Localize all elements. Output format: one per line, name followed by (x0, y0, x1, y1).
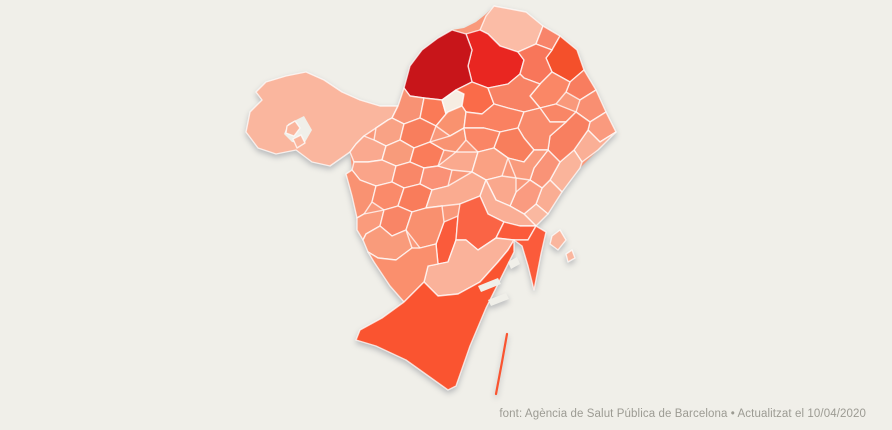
map-region-r56[interactable] (367, 243, 439, 303)
water-cutout-dock1 (478, 278, 501, 292)
map-region-r50[interactable] (405, 205, 445, 249)
map-region-r53[interactable] (513, 225, 547, 291)
map-region-r59[interactable] (565, 249, 576, 263)
map-island-isle2[interactable] (292, 134, 306, 149)
water-cutout-dock2 (488, 293, 509, 306)
map-region-r35[interactable] (507, 149, 549, 181)
breakwater-line (494, 332, 509, 396)
map-region-r58[interactable] (549, 229, 567, 251)
map-island-isle1[interactable] (285, 120, 301, 137)
map-region-r57[interactable] (355, 239, 515, 391)
data-source-caption: font: Agència de Salut Pública de Barcel… (499, 408, 866, 420)
water-cutout-dock3 (508, 257, 520, 269)
